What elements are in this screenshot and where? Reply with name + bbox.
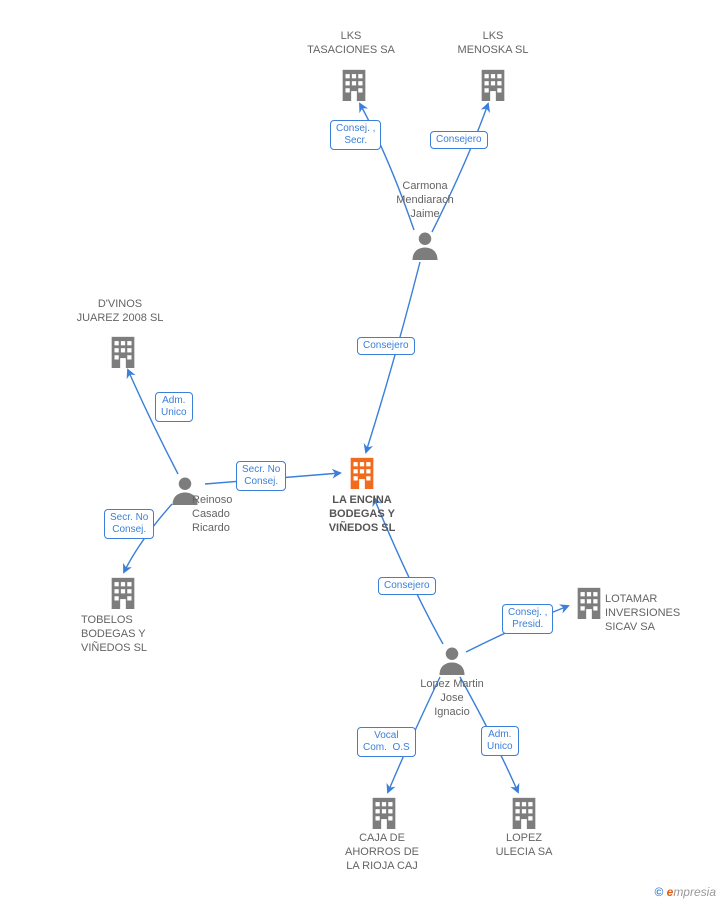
node-label-lopez[interactable]: Lopez MartinJoseIgnacio	[412, 678, 492, 719]
edge-label-lopez-caja: Vocal Com. O.S	[357, 727, 416, 757]
edge-label-carmona-lks_tas: Consej. , Secr.	[330, 120, 381, 150]
edge-label-lopez-encina: Consejero	[378, 577, 436, 595]
brand: empresia	[667, 885, 716, 899]
node-label-tobelos[interactable]: TOBELOSBODEGAS YVIÑEDOS SL	[81, 614, 165, 655]
edge-label-lopez-lotamar: Consej. , Presid.	[502, 604, 553, 634]
company-icon-caja[interactable]	[367, 795, 401, 829]
company-icon-lotamar[interactable]	[572, 585, 606, 619]
edge-label-reinoso-dvinos: Adm. Unico	[155, 392, 193, 422]
company-icon-lks_tas[interactable]	[337, 67, 371, 101]
company-icon-lopezul[interactable]	[507, 795, 541, 829]
node-label-dvinos[interactable]: D'VINOSJUAREZ 2008 SL	[70, 298, 170, 326]
company-icon-encina[interactable]	[345, 455, 379, 489]
node-label-encina[interactable]: LA ENCINABODEGAS YVIÑEDOS SL	[312, 494, 412, 535]
edge-reinoso-dvinos	[128, 370, 178, 474]
footer: © empresia	[654, 885, 716, 899]
company-icon-dvinos[interactable]	[106, 334, 140, 368]
edge-label-reinoso-encina: Secr. No Consej.	[236, 461, 286, 491]
company-icon-tobelos[interactable]	[106, 575, 140, 609]
node-label-carmona[interactable]: CarmonaMendiarachJaime	[383, 180, 467, 221]
node-label-lks_tas[interactable]: LKSTASACIONES SA	[303, 30, 399, 58]
node-label-caja[interactable]: CAJA DEAHORROS DELA RIOJA CAJ	[332, 832, 432, 873]
copyright-symbol: ©	[654, 885, 663, 899]
person-icon-lopez[interactable]	[437, 645, 467, 675]
node-label-reinoso[interactable]: ReinosoCasadoRicardo	[192, 494, 252, 535]
edge-label-reinoso-tobelos: Secr. No Consej.	[104, 509, 154, 539]
node-label-lopezul[interactable]: LOPEZULECIA SA	[479, 832, 569, 860]
edge-label-carmona-encina: Consejero	[357, 337, 415, 355]
edge-label-lopez-lopezul: Adm. Unico	[481, 726, 519, 756]
person-icon-carmona[interactable]	[410, 230, 440, 260]
company-icon-lks_men[interactable]	[476, 67, 510, 101]
edge-carmona-encina	[366, 262, 420, 452]
node-label-lks_men[interactable]: LKSMENOSKA SL	[448, 30, 538, 58]
edge-label-carmona-lks_men: Consejero	[430, 131, 488, 149]
node-label-lotamar[interactable]: LOTAMARINVERSIONESSICAV SA	[605, 593, 695, 634]
